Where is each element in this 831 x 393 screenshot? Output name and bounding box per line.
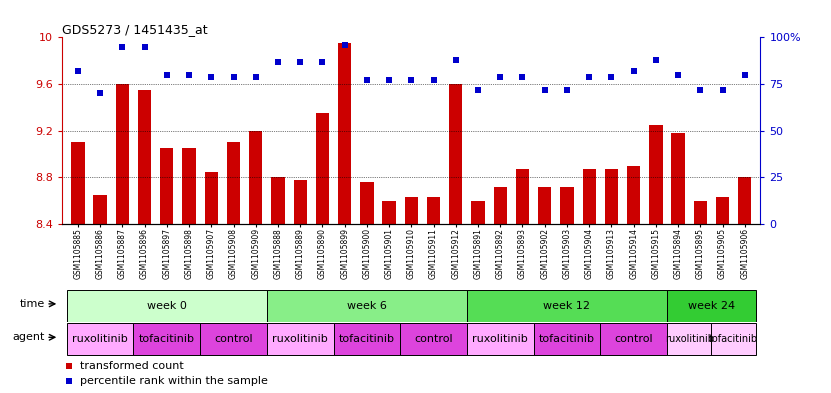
Bar bbox=[449, 84, 463, 224]
Point bbox=[338, 42, 352, 48]
Point bbox=[583, 73, 596, 80]
Text: tofacitinib: tofacitinib bbox=[139, 334, 194, 344]
Bar bbox=[271, 177, 285, 224]
Bar bbox=[66, 290, 267, 321]
Text: agent: agent bbox=[12, 332, 45, 342]
Point bbox=[649, 57, 662, 63]
Point bbox=[560, 86, 573, 93]
Point bbox=[160, 72, 174, 78]
Bar bbox=[382, 201, 396, 224]
Text: tofacitinib: tofacitinib bbox=[709, 334, 758, 344]
Point bbox=[627, 68, 641, 74]
Point bbox=[204, 73, 218, 80]
Text: tofacitinib: tofacitinib bbox=[539, 334, 595, 344]
Point bbox=[671, 72, 685, 78]
Text: control: control bbox=[214, 334, 253, 344]
Text: time: time bbox=[20, 299, 45, 309]
Bar bbox=[471, 201, 484, 224]
Bar bbox=[360, 182, 374, 224]
Text: ruxolitinib: ruxolitinib bbox=[665, 334, 714, 344]
Point bbox=[360, 77, 373, 83]
Bar bbox=[534, 323, 600, 355]
Bar bbox=[138, 90, 151, 224]
Point bbox=[605, 73, 618, 80]
Text: ruxolitinib: ruxolitinib bbox=[72, 334, 128, 344]
Point bbox=[468, 157, 481, 163]
Bar bbox=[116, 84, 129, 224]
Bar bbox=[671, 133, 685, 224]
Point bbox=[227, 73, 240, 80]
Point bbox=[382, 77, 396, 83]
Bar bbox=[516, 169, 529, 224]
Text: ruxolitinib: ruxolitinib bbox=[472, 334, 529, 344]
Text: GDS5273 / 1451435_at: GDS5273 / 1451435_at bbox=[62, 23, 208, 36]
Bar bbox=[160, 148, 174, 224]
Bar bbox=[182, 148, 196, 224]
Bar bbox=[427, 197, 440, 224]
Bar bbox=[267, 290, 467, 321]
Bar bbox=[93, 195, 107, 224]
Bar bbox=[738, 177, 751, 224]
Bar bbox=[711, 323, 756, 355]
Bar bbox=[249, 131, 263, 224]
Point bbox=[516, 73, 529, 80]
Bar bbox=[467, 290, 667, 321]
Text: week 6: week 6 bbox=[347, 301, 386, 310]
Bar bbox=[267, 323, 333, 355]
Text: week 0: week 0 bbox=[147, 301, 187, 310]
Point bbox=[249, 73, 263, 80]
Point bbox=[694, 86, 707, 93]
Bar bbox=[627, 166, 641, 224]
Point bbox=[538, 86, 552, 93]
Bar bbox=[560, 187, 573, 224]
Bar bbox=[600, 323, 667, 355]
Bar bbox=[134, 323, 200, 355]
Bar bbox=[316, 113, 329, 224]
Bar bbox=[605, 169, 618, 224]
Bar bbox=[667, 290, 756, 321]
Bar bbox=[227, 142, 240, 224]
Point bbox=[138, 44, 151, 50]
Bar bbox=[583, 169, 596, 224]
Point bbox=[716, 86, 730, 93]
Bar bbox=[200, 323, 267, 355]
Point bbox=[471, 86, 484, 93]
Bar bbox=[71, 142, 85, 224]
Point bbox=[116, 44, 129, 50]
Point bbox=[468, 293, 481, 299]
Point bbox=[738, 72, 751, 78]
Bar bbox=[333, 323, 401, 355]
Text: transformed count: transformed count bbox=[80, 361, 184, 371]
Text: control: control bbox=[415, 334, 453, 344]
Bar bbox=[66, 323, 134, 355]
Text: week 24: week 24 bbox=[688, 301, 735, 310]
Bar bbox=[338, 43, 352, 224]
Bar bbox=[667, 323, 711, 355]
Text: week 12: week 12 bbox=[543, 301, 591, 310]
Bar bbox=[494, 187, 507, 224]
Text: control: control bbox=[614, 334, 653, 344]
Bar bbox=[405, 197, 418, 224]
Point bbox=[427, 77, 440, 83]
Bar bbox=[694, 201, 707, 224]
Bar bbox=[715, 197, 730, 224]
Bar bbox=[538, 187, 552, 224]
Text: tofacitinib: tofacitinib bbox=[339, 334, 395, 344]
Point bbox=[271, 59, 284, 65]
Point bbox=[182, 72, 195, 78]
Bar bbox=[204, 171, 218, 224]
Bar bbox=[649, 125, 662, 224]
Point bbox=[405, 77, 418, 83]
Point bbox=[450, 57, 463, 63]
Bar bbox=[293, 180, 307, 224]
Bar bbox=[401, 323, 467, 355]
Bar bbox=[467, 323, 534, 355]
Point bbox=[316, 59, 329, 65]
Text: ruxolitinib: ruxolitinib bbox=[273, 334, 328, 344]
Point bbox=[71, 68, 85, 74]
Point bbox=[494, 73, 507, 80]
Text: percentile rank within the sample: percentile rank within the sample bbox=[80, 376, 268, 386]
Point bbox=[293, 59, 307, 65]
Point bbox=[93, 90, 106, 96]
